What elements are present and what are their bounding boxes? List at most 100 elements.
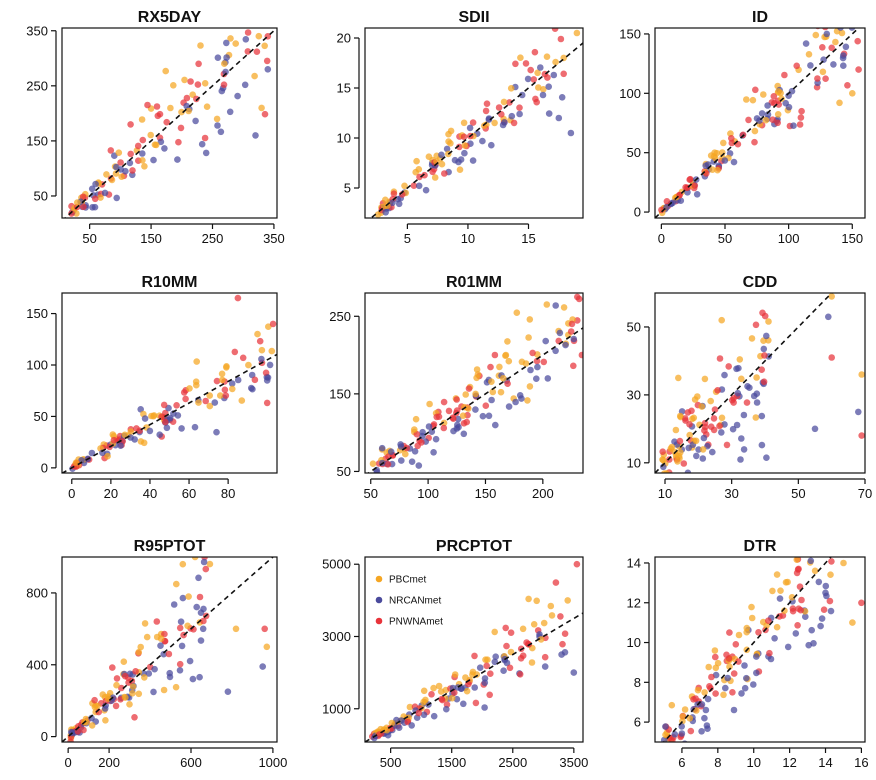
point-nrcanmet [196,673,203,681]
point-nrcanmet [558,651,565,658]
point-pbcmet [430,684,437,692]
point-pnwnamet [482,107,490,115]
point-nrcanmet [534,363,541,371]
point-pbcmet [213,115,221,123]
point-pbcmet [738,375,745,383]
point-nrcanmet [704,695,712,703]
point-pnwnamet [560,70,567,78]
point-pbcmet [491,119,498,127]
point-nrcanmet [807,62,814,69]
point-nrcanmet [141,415,149,422]
point-pbcmet [167,104,174,112]
point-pnwnamet [827,534,834,541]
point-pbcmet [793,557,801,563]
point-pbcmet [751,127,759,135]
point-nrcanmet [422,186,430,194]
point-pnwnamet [752,86,759,94]
point-pbcmet [141,620,149,627]
point-nrcanmet [179,594,187,602]
point-pbcmet [462,674,469,681]
point-pbcmet [126,701,133,708]
point-pbcmet [540,86,547,93]
point-pnwnamet [384,461,392,468]
point-nrcanmet [740,411,748,419]
point-pnwnamet [797,114,805,121]
point-pnwnamet [453,396,461,403]
point-pbcmet [686,715,694,722]
point-pnwnamet [154,112,162,120]
point-nrcanmet [479,137,486,145]
x-tick-label: 14 [818,755,832,770]
point-pnwnamet [821,530,828,537]
point-pbcmet [552,58,559,66]
point-pbcmet [437,688,445,695]
panel-r95ptot: R95PTOT 0 200 600 1000 0 400 800 [26,538,287,770]
point-nrcanmet [518,395,525,402]
point-pnwnamet [794,622,801,629]
point-pbcmet [422,696,429,704]
point-nrcanmet [741,684,749,692]
point-pbcmet [102,717,109,724]
point-pbcmet [560,304,568,311]
point-pnwnamet [153,618,161,625]
point-pnwnamet [153,103,161,110]
point-pnwnamet [507,629,515,636]
point-nrcanmet [833,501,840,508]
point-pnwnamet [390,190,398,197]
point-pbcmet [500,375,507,382]
one-to-one-line [662,557,832,742]
point-nrcanmet [197,637,205,644]
y-tick-label: 100 [26,358,48,373]
point-pnwnamet [253,48,261,55]
point-pbcmet [812,31,820,39]
panel-title: RX5DAY [138,9,202,26]
point-nrcanmet [228,380,236,387]
point-nrcanmet [373,468,381,473]
point-pnwnamet [220,81,228,88]
point-nrcanmet [718,429,725,436]
point-pnwnamet [793,62,800,70]
point-pnwnamet [570,362,577,370]
x-tick-label: 0 [68,486,75,501]
point-nrcanmet [454,415,462,423]
point-nrcanmet [802,613,809,620]
point-pnwnamet [113,675,121,682]
point-pnwnamet [200,617,207,625]
point-pbcmet [218,370,226,378]
point-pbcmet [830,3,837,10]
x-tick-label: 50 [791,486,805,501]
point-pbcmet [206,402,214,410]
point-pbcmet [526,316,534,323]
point-nrcanmet [544,375,552,382]
point-pnwnamet [177,124,185,132]
point-nrcanmet [178,425,185,432]
point-pbcmet [849,90,856,97]
point-pbcmet [535,84,542,91]
point-pbcmet [206,392,213,399]
point-pnwnamet [162,418,169,426]
point-pbcmet [573,29,581,37]
point-nrcanmet [88,714,95,722]
point-nrcanmet [527,366,534,374]
point-pnwnamet [752,321,760,329]
point-nrcanmet [776,595,784,602]
point-nrcanmet [709,448,716,456]
point-nrcanmet [499,121,507,129]
point-pbcmet [534,69,541,77]
point-pbcmet [735,631,743,639]
point-nrcanmet [78,457,85,464]
point-pbcmet [192,378,200,386]
point-nrcanmet [481,679,489,686]
point-nrcanmet [174,412,182,419]
one-to-one-line [62,353,277,473]
y-tick-label: 14 [627,555,641,570]
point-pbcmet [832,38,839,46]
point-pnwnamet [557,35,565,43]
point-nrcanmet [539,91,547,99]
panel-title: ID [752,9,768,26]
point-pbcmet [227,35,234,42]
point-pbcmet [258,104,265,112]
point-nrcanmet [555,114,563,122]
point-pbcmet [140,439,148,447]
point-pbcmet [170,82,177,89]
